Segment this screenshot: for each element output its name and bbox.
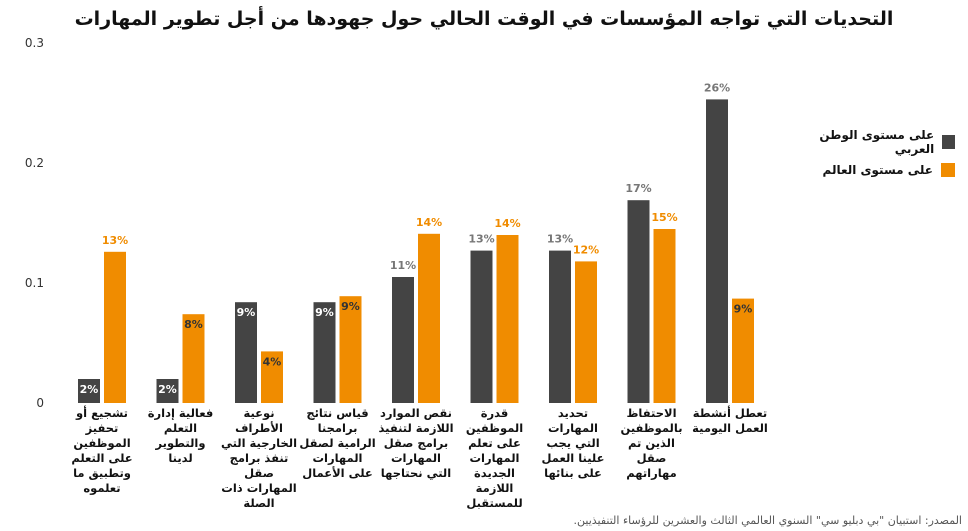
bar	[470, 250, 493, 403]
legend-item-arab: على مستوى الوطن العربي	[790, 128, 955, 156]
data-label: 9%	[341, 300, 360, 313]
data-label: 13%	[102, 234, 128, 247]
data-label: 15%	[651, 211, 677, 224]
data-label: 9%	[237, 306, 256, 319]
data-label: 8%	[184, 318, 203, 331]
legend-label-arab: على مستوى الوطن العربي	[819, 128, 935, 156]
y-tick-label: 0.3	[25, 36, 44, 50]
bar	[418, 233, 440, 403]
x-tick-label: نقص الموارد اللازمة لتنفيذ برامج صقل الم…	[378, 406, 454, 480]
data-label: 13%	[547, 233, 573, 246]
legend-swatch-arab	[942, 135, 955, 149]
bar	[706, 99, 728, 404]
data-label: 14%	[416, 216, 442, 229]
bar	[496, 235, 519, 403]
bar	[78, 379, 100, 403]
data-label: 14%	[494, 217, 520, 230]
data-label: 12%	[573, 243, 599, 256]
data-label: 9%	[315, 306, 334, 319]
data-label: 2%	[158, 383, 177, 396]
data-label: 26%	[704, 81, 730, 94]
bar	[549, 250, 571, 403]
data-label: 11%	[390, 259, 416, 272]
bar	[261, 351, 283, 403]
x-tick-label: تشجيع أو تحفيز الموظفين على التعلم وتطبي…	[71, 406, 133, 495]
legend-item-world: على مستوى العالم	[790, 163, 955, 177]
x-tick-label: تحديد المهارات التي يجب علينا العمل على …	[541, 406, 605, 480]
x-tick-label: فعالية إدارة التعلم والتطوير لدينا	[147, 406, 214, 465]
x-tick-label: قياس نتائج برامجنا الرامية لصقل المهارات…	[299, 406, 376, 480]
y-tick-label: 0.1	[25, 276, 44, 290]
y-tick-label: 0	[36, 396, 44, 410]
bar	[575, 261, 597, 403]
x-tick-label: الاحتفاظ بالموظفين الذين تم صقل مهاراتهم	[620, 406, 683, 480]
bar	[732, 298, 754, 403]
legend-label-world: على مستوى العالم	[822, 163, 933, 177]
x-tick-label: نوعية الأطراف الخارجية التي تنفذ برامج ص…	[220, 406, 298, 510]
bar	[182, 314, 205, 403]
source-note: المصدر: استبيان "بي دبليو سي" السنوي الع…	[573, 514, 963, 527]
y-tick-label: 0.2	[25, 156, 44, 170]
bar	[339, 296, 362, 403]
data-label: 4%	[263, 355, 282, 368]
chart-title: التحديات التي تواجه المؤسسات في الوقت ال…	[74, 8, 894, 30]
data-label: 17%	[625, 182, 651, 195]
data-label: 9%	[734, 303, 753, 316]
bar	[392, 277, 414, 403]
data-label: 13%	[468, 233, 494, 246]
legend-swatch-world	[941, 163, 955, 177]
bar	[235, 302, 257, 403]
x-tick-label: تعطل أنشطة العمل اليومية	[692, 406, 768, 435]
bar	[627, 200, 650, 403]
bar	[104, 251, 126, 403]
bar	[313, 302, 336, 403]
x-tick-label: قدرة الموظفين على تعلم المهارات الجديدة …	[465, 406, 524, 510]
bar	[653, 229, 676, 403]
data-label: 2%	[80, 383, 99, 396]
bar	[156, 379, 179, 403]
